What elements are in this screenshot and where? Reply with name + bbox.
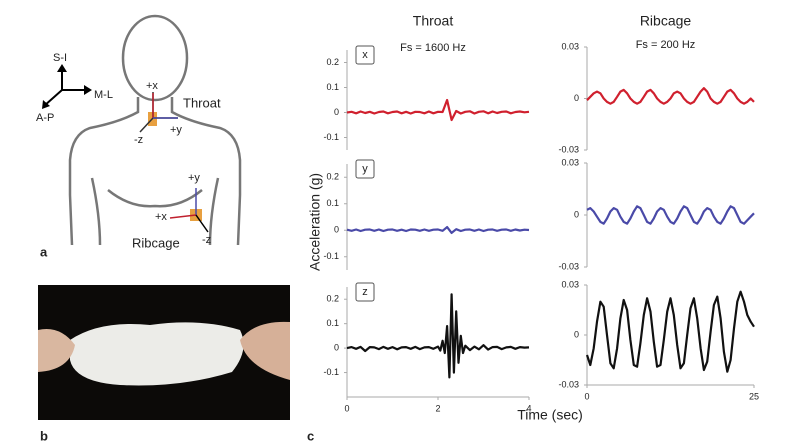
head <box>121 14 189 102</box>
arrow-label: +x <box>155 211 167 223</box>
finger <box>240 321 290 380</box>
rib-x-arrow <box>169 214 197 219</box>
sensor-pad <box>70 322 244 386</box>
y-tick-label: 0.03 <box>561 279 579 289</box>
axis-label: S-I <box>53 52 67 64</box>
row-label-box <box>355 45 375 65</box>
y-tick-label: -0.1 <box>323 251 339 261</box>
column-title: Throat <box>413 13 454 29</box>
arms <box>68 194 242 246</box>
sensor-name: Throat <box>183 95 221 110</box>
signal-line <box>585 290 755 373</box>
y-tick-label: -0.03 <box>558 379 579 389</box>
column-subtitle: Fs = 200 Hz <box>636 39 696 51</box>
finger <box>38 329 75 372</box>
row-label: z <box>362 286 368 298</box>
sensor-name: Ribcage <box>132 235 180 250</box>
x-tick-label: 25 <box>749 391 759 401</box>
y-axis-label: Acceleration (g) <box>307 173 323 271</box>
arrow-label: +y <box>170 124 182 136</box>
orientation-axes <box>43 68 88 107</box>
x-tick-label: 2 <box>435 403 440 413</box>
y-tick-label: 0 <box>574 93 579 103</box>
y-tick-label: 0.1 <box>326 82 339 92</box>
y-tick-label: 0 <box>334 342 339 352</box>
panel-letter: a <box>40 244 48 259</box>
panel-letter: c <box>307 428 314 443</box>
axis-heads <box>42 64 92 109</box>
column-title: Ribcage <box>640 13 692 29</box>
arrow-label: +x <box>146 80 158 92</box>
axis-label: A-P <box>36 112 54 124</box>
row-label-box <box>355 159 375 179</box>
x-axis-label: Time (sec) <box>517 407 583 423</box>
y-tick-label: 0.2 <box>326 172 339 182</box>
y-tick-label: -0.03 <box>558 261 579 271</box>
y-tick-label: 0 <box>334 107 339 117</box>
y-tick-label: -0.03 <box>558 144 579 154</box>
y-tick-label: 0 <box>574 329 579 339</box>
y-tick-label: 0.03 <box>561 41 579 51</box>
body-diagram: S-I M-L A-P +x +y -z Throat +y +x -z Rib… <box>36 14 242 250</box>
signal-line <box>346 293 530 379</box>
arrow-label: +y <box>188 172 200 184</box>
y-tick-label: 0 <box>574 209 579 219</box>
row-label: x <box>362 49 368 61</box>
x-tick-label: 0 <box>344 403 349 413</box>
photo <box>38 285 290 420</box>
y-tick-label: 0.1 <box>326 198 339 208</box>
y-tick-label: 0.2 <box>326 294 339 304</box>
rib-z-arrow <box>195 214 209 233</box>
x-tick-label: 0 <box>584 391 589 401</box>
shoulders <box>68 97 242 195</box>
signal-line <box>586 87 755 105</box>
row-label-box <box>355 282 375 302</box>
y-tick-label: -0.1 <box>323 367 339 377</box>
panel-letter: b <box>40 428 48 443</box>
axis-label: M-L <box>94 89 113 101</box>
signal-line <box>346 226 530 234</box>
x-tick-label: 4 <box>526 403 531 413</box>
y-tick-label: 0 <box>334 225 339 235</box>
row-label: y <box>362 163 368 175</box>
torso <box>90 177 220 246</box>
y-tick-label: 0.03 <box>561 157 579 167</box>
signal-line <box>346 98 530 122</box>
y-tick-label: -0.1 <box>323 132 339 142</box>
arrow-label: -z <box>202 234 211 246</box>
y-tick-label: 0.2 <box>326 57 339 67</box>
signal-line <box>586 205 755 225</box>
column-subtitle: Fs = 1600 Hz <box>400 42 466 54</box>
arrow-label: -z <box>134 134 143 146</box>
y-tick-label: 0.1 <box>326 318 339 328</box>
